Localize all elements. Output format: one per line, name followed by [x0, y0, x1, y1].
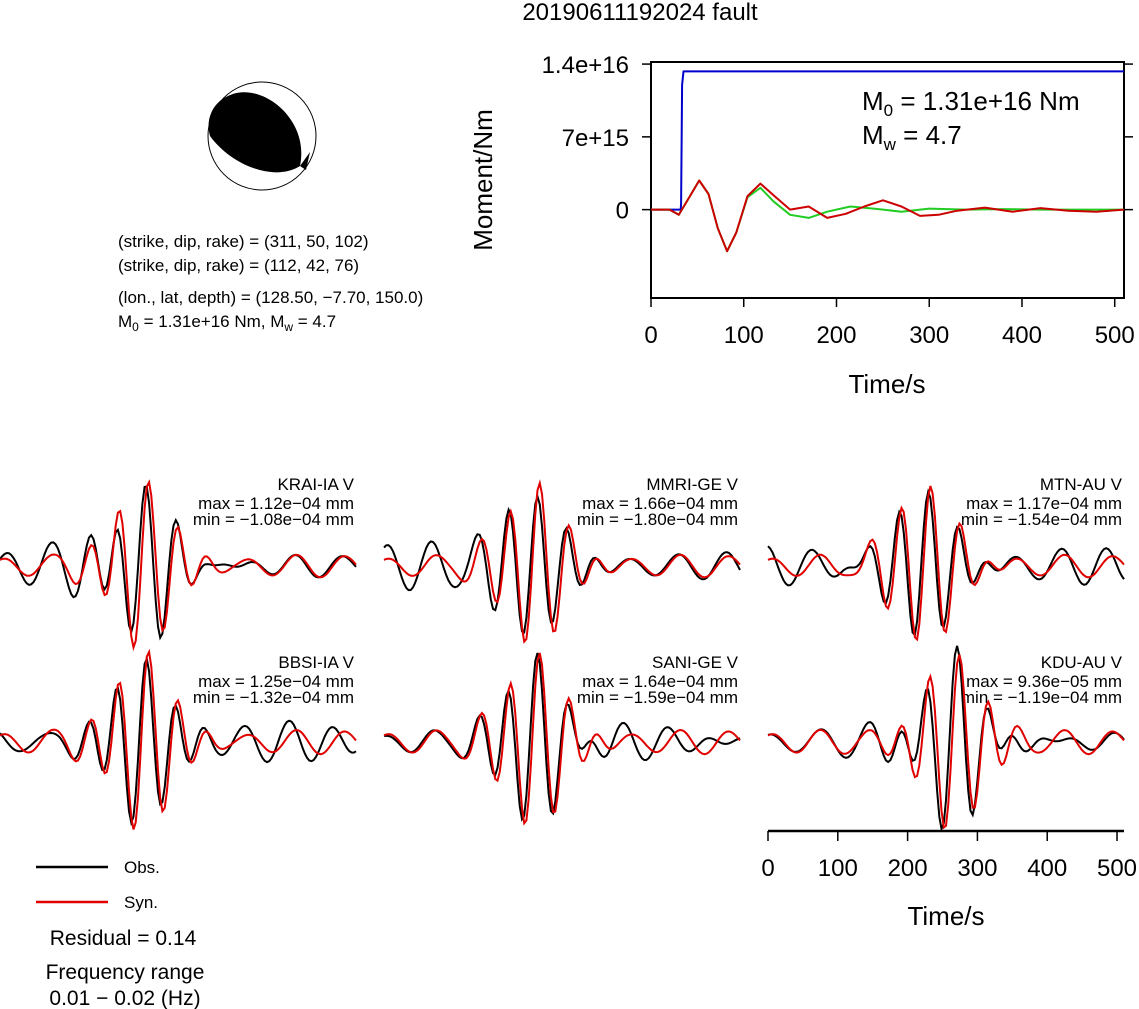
synthetic-trace [767, 485, 1125, 642]
station-label: KRAI-IA V [277, 475, 354, 494]
synthetic-trace [0, 479, 357, 652]
time-axis-xlabel: Time/s [907, 901, 984, 931]
station-label: SANI-GE V [652, 653, 739, 672]
mechanism-moment-line: M0 = 1.31e+16 Nm, Mw = 4.7 [118, 312, 336, 334]
observed-trace [0, 655, 357, 827]
legend-obs-label: Obs. [124, 858, 160, 877]
moment-xtick-label: 400 [1002, 322, 1042, 349]
moment-ytick-label: 7e+15 [562, 125, 629, 152]
time-axis-tick-label: 100 [818, 855, 858, 882]
moment-ylabel: Moment/Nm [468, 109, 498, 251]
time-axis-tick-label: 400 [1027, 855, 1067, 882]
mech-m0-prefix: M [118, 312, 132, 331]
min-amplitude-label: min = −1.54e−04 mm [961, 510, 1122, 529]
residual-text: Residual = 0.14 [50, 927, 197, 950]
moment-ytick-label: 0 [616, 198, 629, 225]
moment-xlabel: Time/s [848, 369, 925, 399]
max-amplitude-label: max = 1.12e−04 mm [198, 494, 354, 513]
frequency-value: 0.01 − 0.02 (Hz) [49, 987, 200, 1009]
moment-curve [651, 70, 1124, 211]
max-amplitude-label: max = 9.36e−05 mm [966, 672, 1122, 691]
synthetic-trace [383, 652, 741, 826]
observed-trace [767, 488, 1125, 638]
moment-xtick-label: 0 [644, 322, 657, 349]
station-label: MMRI-GE V [646, 475, 738, 494]
annot-m0-rest: = 1.31e+16 Nm [893, 86, 1079, 116]
annot-mw-rest: = 4.7 [896, 120, 962, 150]
moment-xtick-label: 100 [724, 322, 764, 349]
mechanism-line-2: (strike, dip, rake) = (112, 42, 76) [118, 256, 359, 275]
max-amplitude-label: max = 1.64e−04 mm [582, 672, 738, 691]
synthetic-trace [767, 654, 1125, 830]
time-axis-tick-label: 0 [761, 855, 774, 882]
min-amplitude-label: min = −1.32e−04 mm [193, 688, 354, 707]
moment-xtick-label: 200 [816, 322, 856, 349]
min-amplitude-label: min = −1.59e−04 mm [577, 688, 738, 707]
legend: Obs. Syn. Residual = 0.14 Frequency rang… [36, 858, 204, 1009]
mech-mw-rest: = 4.7 [293, 312, 336, 331]
station-label: BBSI-IA V [278, 653, 354, 672]
station-label: KDU-AU V [1041, 653, 1123, 672]
legend-syn-label: Syn. [124, 893, 158, 912]
annot-m0-prefix: M [862, 86, 884, 116]
mech-mw-sub: w [283, 320, 293, 334]
annot-mw-prefix: M [862, 120, 884, 150]
min-amplitude-label: min = −1.80e−04 mm [577, 510, 738, 529]
time-axis-tick-label: 300 [957, 855, 997, 882]
station-label: MTN-AU V [1040, 475, 1123, 494]
time-axis-tick-label: 200 [888, 855, 928, 882]
observed-trace [383, 652, 741, 822]
annot-m0-sub: 0 [884, 101, 893, 120]
figure-title: 20190611192024 fault [522, 0, 758, 26]
moment-xtick-label: 300 [909, 322, 949, 349]
frequency-title: Frequency range [46, 961, 205, 984]
synthetic-trace [383, 479, 741, 644]
min-amplitude-label: min = −1.19e−04 mm [961, 688, 1122, 707]
time-axis-tick-label: 500 [1097, 855, 1137, 882]
waveform-time-axis: 0 100 200 300 400 500 Time/s [761, 829, 1137, 931]
mechanism-line-3: (lon., lat, depth) = (128.50, −7.70, 150… [118, 288, 423, 307]
min-amplitude-label: min = −1.08e−04 mm [193, 510, 354, 529]
moment-ytick-label: 1.4e+16 [542, 52, 629, 79]
max-amplitude-label: max = 1.25e−04 mm [198, 672, 354, 691]
synthetic-trace [0, 648, 357, 830]
beachball-icon [207, 81, 317, 191]
moment-annot-mw: Mw = 4.7 [862, 120, 962, 154]
annot-mw-sub: w [883, 135, 897, 154]
moment-xtick-label: 500 [1095, 322, 1135, 349]
moment-chart-frame [650, 61, 1125, 299]
mech-m0-sub: 0 [132, 320, 139, 334]
moment-annot-m0: M0 = 1.31e+16 Nm [862, 86, 1080, 120]
mechanism-line-1: (strike, dip, rake) = (311, 50, 102) [118, 232, 369, 251]
max-amplitude-label: max = 1.66e−04 mm [582, 494, 738, 513]
max-amplitude-label: max = 1.17e−04 mm [966, 494, 1122, 513]
stf-observed-curve [651, 179, 1125, 253]
mech-m0-rest: = 1.31e+16 Nm, M [139, 312, 285, 331]
